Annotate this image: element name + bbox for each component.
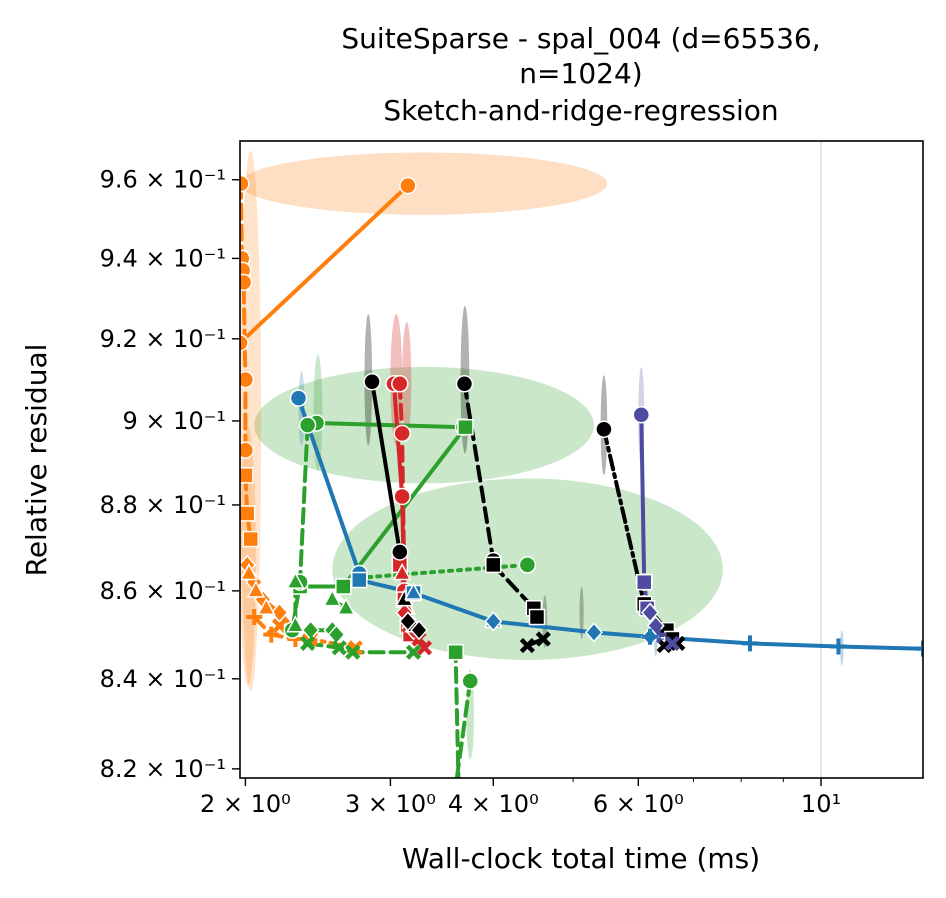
data-point-41-1 <box>742 635 759 652</box>
data-point-13-0 <box>286 571 305 589</box>
data-point-25-0 <box>485 556 502 574</box>
data-point-20-0 <box>392 562 412 581</box>
data-point-0-0 <box>240 334 249 352</box>
data-point-9-0 <box>298 416 317 434</box>
series-line-11 <box>454 679 473 778</box>
data-point-12-1 <box>447 643 464 661</box>
data-point-40-1 <box>584 622 603 643</box>
data-point-32-0 <box>632 405 651 424</box>
data-point-24-0 <box>455 375 474 393</box>
y-tick-label-7: 9.6 × 10⁻¹ <box>100 166 226 194</box>
data-point-1-4 <box>240 370 255 389</box>
data-point-16-1 <box>331 640 347 656</box>
uncertainty-ellipse-0 <box>240 152 608 215</box>
series-line-2 <box>243 473 253 542</box>
data-point-29-1 <box>410 620 429 641</box>
data-point-1-0 <box>240 174 250 193</box>
data-point-16-0 <box>300 635 316 651</box>
series-line-24 <box>462 381 496 563</box>
uncertainty-ellipse-14 <box>579 586 584 639</box>
series-line-7 <box>314 421 466 430</box>
data-point-41-0 <box>642 628 659 645</box>
data-point-39-0 <box>404 582 423 600</box>
data-point-14-1 <box>336 597 356 616</box>
chart-title-line-3: Sketch-and-ridge-regression <box>383 94 778 127</box>
y-tick-label-1: 8.4 × 10⁻¹ <box>100 665 226 693</box>
data-point-1-5 <box>240 441 255 459</box>
data-point-18-1 <box>393 424 411 443</box>
uncertainty-ellipse-10 <box>313 354 323 471</box>
chart-title: SuiteSparse - spal_004 (d=65536, n=1024)… <box>341 22 820 127</box>
x-axis-label: Wall-clock total time (ms) <box>402 842 760 875</box>
data-point-6-0 <box>271 618 288 634</box>
x-axis-ticks: 2 × 10⁰ 3 × 10⁰ 4 × 10⁰ 6 × 10⁰ 10¹ <box>200 778 841 818</box>
data-point-5-1 <box>263 626 280 643</box>
series-line-12 <box>453 650 461 778</box>
data-point-5-0 <box>246 609 263 626</box>
y-tick-label-5: 9.2 × 10⁻¹ <box>100 325 226 353</box>
data-point-1-3 <box>240 273 253 292</box>
data-point-41-3 <box>915 640 923 657</box>
data-point-4-0 <box>240 562 259 581</box>
data-point-26-0 <box>595 420 613 439</box>
x-tick-label-1: 3 × 10⁰ <box>345 790 436 818</box>
data-point-11-0 <box>461 672 479 690</box>
data-point-36-0 <box>664 635 680 651</box>
data-point-34-0 <box>641 602 660 623</box>
data-point-2-1 <box>240 505 256 522</box>
series-line-41 <box>648 634 923 651</box>
data-point-37-0 <box>289 389 308 407</box>
x-tick-label-2: 4 × 10⁰ <box>448 790 539 818</box>
series-line-39 <box>411 591 496 624</box>
data-point-29-0 <box>398 611 417 632</box>
data-point-16-2 <box>345 644 361 660</box>
data-point-10-1 <box>518 556 537 574</box>
series-line-23 <box>370 379 402 554</box>
series-line-0 <box>240 183 410 345</box>
data-point-2-0 <box>240 467 254 484</box>
plot-area <box>240 141 923 778</box>
series-line-10 <box>357 562 530 580</box>
data-point-17-1 <box>393 487 411 506</box>
x-tick-label-3: 6 × 10⁰ <box>593 790 684 818</box>
data-point-0-1 <box>399 176 417 195</box>
y-axis-label: Relative residual <box>20 344 53 577</box>
data-point-33-0 <box>635 573 653 591</box>
data-point-3-3 <box>270 602 289 623</box>
data-point-23-0 <box>363 372 381 391</box>
chart-title-line-2: n=1024) <box>519 57 642 90</box>
plot-frame <box>239 140 924 779</box>
data-point-30-0 <box>519 637 535 654</box>
series-line-16 <box>305 641 416 655</box>
data-point-8-2 <box>457 418 474 436</box>
y-tick-label-0: 8.2 × 10⁻¹ <box>100 755 226 783</box>
data-point-25-2 <box>528 608 546 626</box>
y-axis-ticks: 8.2 × 10⁻¹ 8.4 × 10⁻¹ 8.6 × 10⁻¹ 8.8 × 10⁻¹… <box>100 166 240 783</box>
data-point-8-1 <box>335 578 352 595</box>
data-point-23-1 <box>391 543 409 561</box>
chart-title-line-1: SuiteSparse - spal_004 (d=65536, <box>341 22 820 55</box>
data-point-22-2 <box>416 640 433 656</box>
data-point-2-2 <box>242 530 259 548</box>
data-point-30-1 <box>535 631 551 647</box>
x-tick-label-4: 10¹ <box>801 790 841 818</box>
y-tick-label-2: 8.6 × 10⁻¹ <box>100 577 226 605</box>
data-point-13-1 <box>286 615 305 633</box>
data-point-4-1 <box>246 580 266 598</box>
y-tick-label-6: 9.4 × 10⁻¹ <box>100 244 226 272</box>
x-tick-label-0: 2 × 10⁰ <box>200 790 291 818</box>
y-tick-label-4: 9 × 10⁻¹ <box>123 407 226 435</box>
data-point-16-3 <box>405 644 422 660</box>
series-markers <box>240 174 923 690</box>
series-line-32 <box>639 412 647 585</box>
data-point-14-0 <box>323 588 342 607</box>
data-point-41-2 <box>830 638 847 655</box>
data-point-38-0 <box>351 571 368 589</box>
y-tick-label-3: 8.8 × 10⁻¹ <box>100 491 226 519</box>
data-point-4-2 <box>256 597 276 616</box>
data-point-40-0 <box>484 611 503 632</box>
data-point-18-0 <box>391 375 409 393</box>
